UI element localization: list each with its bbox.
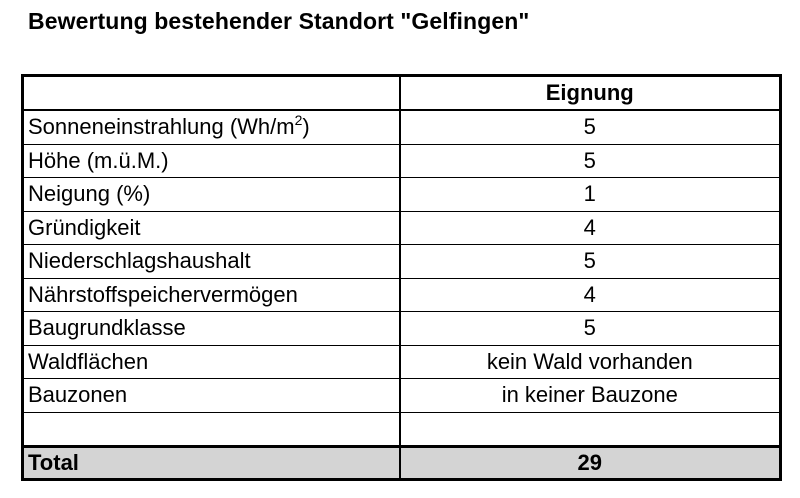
superscript: 2 xyxy=(294,112,303,129)
row-value: 4 xyxy=(398,278,782,312)
table-header-row: Eignung xyxy=(21,75,782,111)
empty-cell xyxy=(398,412,782,448)
header-label-cell xyxy=(21,75,401,111)
evaluation-table: Eignung Sonneneinstrahlung (Wh/m2) 5 Höh… xyxy=(21,74,782,481)
table-row: Nährstoffspeichervermögen 4 xyxy=(21,278,782,312)
row-value: 4 xyxy=(398,211,782,245)
table-row: Gründigkeit 4 xyxy=(21,211,782,245)
row-label: Nährstoffspeichervermögen xyxy=(21,278,401,312)
row-label: Neigung (%) xyxy=(21,177,401,212)
row-label-text: Sonneneinstrahlung (Wh/m xyxy=(28,114,295,140)
row-label: Höhe (m.ü.M.) xyxy=(21,144,401,178)
row-value: 5 xyxy=(398,311,782,346)
header-value-cell: Eignung xyxy=(398,75,782,111)
row-label: Waldflächen xyxy=(21,345,401,379)
total-label: Total xyxy=(21,446,401,479)
table-row: Sonneneinstrahlung (Wh/m2) 5 xyxy=(21,110,782,145)
row-value: 5 xyxy=(398,244,782,279)
empty-cell xyxy=(21,412,401,448)
row-value: 5 xyxy=(398,110,782,145)
table-row: Baugrundklasse 5 xyxy=(21,311,782,346)
row-value: 1 xyxy=(398,177,782,212)
total-row: Total 29 xyxy=(21,446,782,479)
row-value: 5 xyxy=(398,144,782,178)
row-label: Sonneneinstrahlung (Wh/m2) xyxy=(21,110,401,145)
row-value: kein Wald vorhanden xyxy=(398,345,782,379)
table-row: Höhe (m.ü.M.) 5 xyxy=(21,144,782,178)
row-label: Gründigkeit xyxy=(21,211,401,245)
total-value: 29 xyxy=(398,446,782,479)
table-row: Bauzonen in keiner Bauzone xyxy=(21,378,782,413)
row-label: Baugrundklasse xyxy=(21,311,401,346)
table-row: Neigung (%) 1 xyxy=(21,177,782,212)
table-row: Waldflächen kein Wald vorhanden xyxy=(21,345,782,379)
empty-row xyxy=(21,412,782,448)
row-label: Niederschlagshaushalt xyxy=(21,244,401,279)
row-value: in keiner Bauzone xyxy=(398,378,782,413)
row-label: Bauzonen xyxy=(21,378,401,413)
page-title: Bewertung bestehender Standort "Gelfinge… xyxy=(28,8,530,34)
row-label-suffix: ) xyxy=(302,114,310,140)
table-row: Niederschlagshaushalt 5 xyxy=(21,244,782,279)
